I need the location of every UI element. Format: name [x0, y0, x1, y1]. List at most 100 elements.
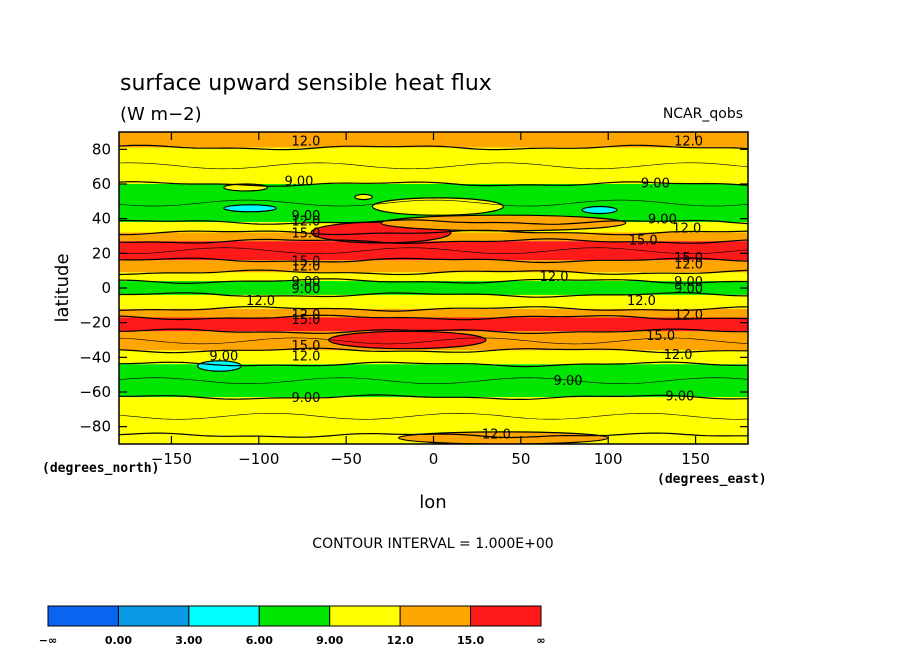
contour-label-2: 9.00 — [284, 175, 313, 190]
colorbar-swatch-1 — [117, 605, 190, 627]
contour-label-26: 12.0 — [291, 350, 320, 365]
colorbar-label-3: 6.00 — [246, 634, 273, 647]
zonal-band-10 — [119, 308, 748, 318]
contour-label-18: 9.00 — [674, 282, 703, 297]
contour-line-1 — [119, 181, 748, 187]
y-tick-label--80: −80 — [79, 418, 111, 436]
contour-label-31: 9.00 — [665, 389, 694, 404]
region-3 — [371, 197, 504, 216]
zonal-band-11 — [119, 317, 748, 332]
x-unit-label: (degrees_east) — [657, 472, 767, 487]
contour-label-22: 15.0 — [291, 313, 320, 328]
contour-line-4 — [119, 238, 748, 245]
x-tick-label--150: −150 — [151, 450, 192, 468]
zonal-band-5 — [119, 241, 748, 261]
contour-line-8 — [119, 292, 748, 298]
colorbar-label-6: 15.0 — [457, 634, 484, 647]
y-tick-label-0: 0 — [101, 279, 111, 297]
contour-line-10 — [119, 314, 748, 321]
contour-label-21: 12.0 — [291, 308, 320, 323]
contour-line-14 — [119, 394, 748, 400]
contour-label-19: 12.0 — [246, 294, 275, 309]
contour-line-11 — [119, 328, 748, 335]
contour-line-6 — [119, 269, 748, 276]
inner-contour-14 — [119, 377, 748, 385]
y-tick-label--20: −20 — [79, 314, 111, 332]
y-axis-ticks: −80 −60 −40 −20 0 20 40 60 80 — [79, 140, 748, 436]
contour-line-9 — [119, 305, 748, 312]
contour-label-9: 15.0 — [629, 233, 658, 248]
colorbar-swatch-2 — [188, 605, 260, 627]
colorbar-swatch-4 — [329, 605, 401, 627]
zonal-band-13 — [119, 350, 748, 365]
contour-lines — [119, 144, 748, 439]
contour-label-13: 12.0 — [674, 258, 703, 273]
zonal-band-6 — [119, 260, 748, 273]
colorbar: −∞ 0.00 3.00 6.00 9.00 12.0 15.0 ∞ — [39, 605, 546, 647]
chart-units: (W m−2) — [120, 104, 202, 125]
zonal-band-15 — [119, 397, 748, 436]
x-axis-title: lon — [419, 492, 446, 513]
contour-interval: CONTOUR INTERVAL = 1.000E+00 — [312, 536, 553, 552]
zonal-band-7 — [119, 272, 748, 282]
region-1 — [328, 330, 487, 350]
region-8 — [354, 193, 373, 201]
y-axis-title: latitude — [52, 253, 73, 322]
contour-label-14: 12.0 — [540, 270, 569, 285]
contour-label-15: 9.00 — [291, 275, 320, 290]
contour-label-3: 9.00 — [641, 176, 670, 191]
x-tick-label-0: 0 — [429, 450, 439, 468]
y-tick-label--40: −40 — [79, 348, 111, 366]
contour-label-16: 9.00 — [291, 282, 320, 297]
contour-label-4: 9.00 — [291, 209, 320, 224]
colorbar-label-1: 0.00 — [105, 634, 132, 647]
contour-label-10: 15.0 — [291, 254, 320, 269]
contour-label-23: 12.0 — [674, 308, 703, 323]
x-tick-label-150: 150 — [681, 450, 710, 468]
inner-contour-12 — [119, 337, 748, 345]
inner-contour-15 — [119, 412, 748, 420]
contour-label-1: 12.0 — [674, 135, 703, 150]
contour-label-20: 12.0 — [627, 294, 656, 309]
x-tick-label--100: −100 — [238, 450, 279, 468]
contour-line-12 — [119, 347, 748, 354]
colorbar-swatch-5 — [399, 605, 472, 627]
colorbar-swatch-6 — [470, 605, 542, 627]
contour-line-7 — [119, 278, 748, 284]
contour-label-27: 12.0 — [664, 348, 693, 363]
contour-label-0: 12.0 — [291, 135, 320, 150]
chart-title: surface upward sensible heat flux — [120, 71, 492, 96]
y-tick-label-80: 80 — [92, 140, 111, 158]
contour-labels: 12.012.09.009.009.0012.09.0012.015.015.0… — [209, 135, 703, 443]
y-tick-label-60: 60 — [92, 175, 111, 193]
y-tick-label-20: 20 — [92, 244, 111, 262]
dataset-label: NCAR_qobs — [663, 106, 743, 122]
colorbar-label-0: −∞ — [39, 634, 57, 647]
y-unit-label: (degrees_north) — [42, 461, 159, 476]
contour-line-2 — [119, 219, 748, 225]
contour-label-12: 15.0 — [674, 251, 703, 266]
contour-line-0 — [119, 144, 748, 151]
region-6 — [581, 205, 618, 215]
contour-line-13 — [119, 361, 748, 368]
contour-label-30: 9.00 — [291, 391, 320, 406]
zonal-band-9 — [119, 294, 748, 309]
y-tick-label--60: −60 — [79, 383, 111, 401]
region-5 — [223, 204, 277, 213]
colorbar-swatch-0 — [47, 605, 119, 627]
contour-label-32: 12.0 — [482, 428, 511, 443]
contour-label-5: 12.0 — [291, 214, 320, 229]
contour-label-8: 15.0 — [291, 227, 320, 242]
contour-line-5 — [119, 257, 748, 264]
colorbar-label-5: 12.0 — [387, 634, 414, 647]
contour-line-3 — [119, 229, 748, 236]
zonal-band-8 — [119, 281, 748, 295]
colorbar-label-2: 3.00 — [175, 634, 202, 647]
x-axis-ticks: −150 −100 −50 0 50 100 150 — [151, 132, 710, 468]
colorbar-swatch-3 — [258, 605, 331, 627]
x-tick-label-100: 100 — [594, 450, 623, 468]
inner-contour-1 — [119, 162, 748, 170]
contour-label-7: 12.0 — [672, 221, 701, 236]
colorbar-label-4: 9.00 — [316, 634, 343, 647]
